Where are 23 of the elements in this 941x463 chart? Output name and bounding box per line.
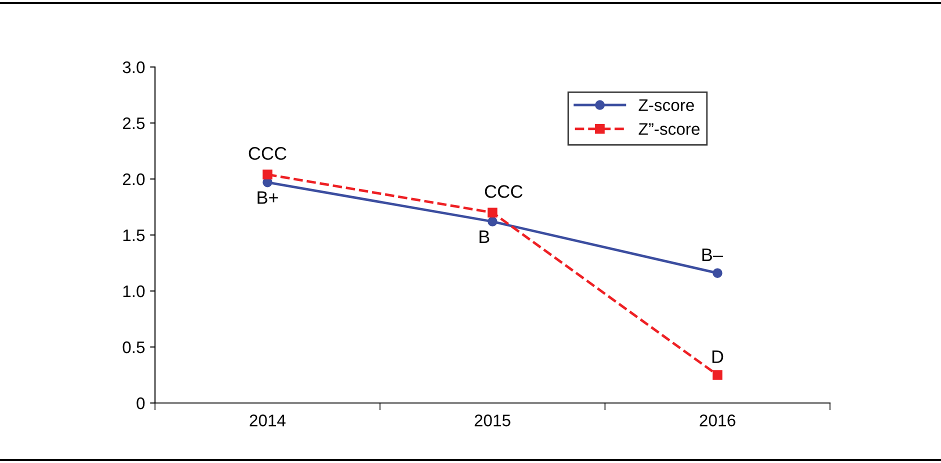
annotation: D <box>712 350 724 363</box>
y-tick-label: 1.5 <box>123 230 145 242</box>
point <box>262 170 272 180</box>
y-tick-label: 0 <box>136 397 145 410</box>
point <box>712 268 722 278</box>
y-tick-label: 0.5 <box>122 341 145 354</box>
x-tick-label: 2015 <box>474 414 510 426</box>
y-tick-label: 2.0 <box>122 173 145 186</box>
point <box>712 370 722 380</box>
x-tick-label: 2016 <box>700 414 736 426</box>
y-tick-label: 1.0 <box>123 285 145 298</box>
y-tick-label: 3.0 <box>122 61 145 74</box>
annotation: B+ <box>258 191 278 204</box>
annotation: CCC <box>484 185 522 198</box>
legend-label: Z-score <box>638 99 694 112</box>
y-tick-label: 2.5 <box>122 117 145 130</box>
annotation: CCC <box>248 147 286 160</box>
legend-label: Z”-score <box>638 123 700 135</box>
point <box>488 208 498 218</box>
x-tick-label: 2014 <box>250 414 286 426</box>
annotation: B <box>480 230 490 243</box>
point <box>488 216 498 226</box>
annotation: B– <box>702 248 723 261</box>
